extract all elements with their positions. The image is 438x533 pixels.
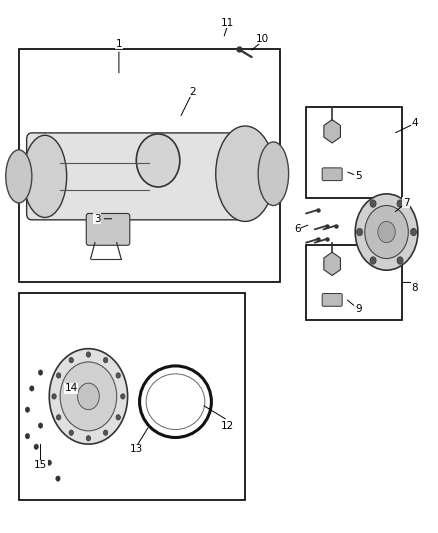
Text: 4: 4 [412,118,418,128]
Circle shape [378,221,395,243]
Circle shape [56,476,60,481]
Circle shape [69,430,74,435]
Bar [19,293,245,500]
Text: 15: 15 [34,461,47,470]
Circle shape [397,200,403,207]
Bar [306,245,402,319]
Circle shape [397,257,403,264]
Circle shape [57,373,61,378]
Circle shape [57,415,61,420]
Circle shape [410,228,417,236]
Ellipse shape [216,126,275,221]
Text: 7: 7 [403,198,410,208]
Circle shape [86,435,91,441]
Circle shape [25,433,30,439]
Circle shape [60,362,117,431]
Text: 1: 1 [116,39,122,49]
Circle shape [370,200,376,207]
Text: 8: 8 [412,282,418,293]
Circle shape [357,228,363,236]
Text: 10: 10 [256,34,269,44]
FancyBboxPatch shape [27,133,254,220]
Ellipse shape [258,142,289,206]
Bar [306,108,402,198]
Text: 12: 12 [221,421,234,431]
Ellipse shape [6,150,32,203]
FancyBboxPatch shape [322,294,342,306]
Circle shape [39,370,43,375]
Text: 6: 6 [294,224,300,235]
Circle shape [116,415,120,420]
Text: 13: 13 [130,445,143,455]
Bar [19,49,280,282]
Circle shape [25,407,30,413]
Text: 5: 5 [355,172,362,181]
Circle shape [355,194,418,270]
Circle shape [30,386,34,391]
Circle shape [370,257,376,264]
FancyBboxPatch shape [322,168,342,181]
Circle shape [52,394,56,399]
Circle shape [47,460,51,465]
Text: 9: 9 [355,304,362,314]
Circle shape [86,352,91,357]
Ellipse shape [136,134,180,187]
Text: 11: 11 [221,18,234,28]
Circle shape [103,430,108,435]
Circle shape [365,206,408,259]
Ellipse shape [23,135,67,217]
Circle shape [39,423,43,428]
Circle shape [116,373,120,378]
Circle shape [34,444,39,449]
Circle shape [103,358,108,363]
Circle shape [69,358,74,363]
Text: 3: 3 [94,214,100,224]
Circle shape [120,394,125,399]
Text: 2: 2 [190,86,196,96]
Circle shape [78,383,99,410]
Circle shape [49,349,127,444]
FancyBboxPatch shape [86,214,130,245]
Text: 14: 14 [64,383,78,393]
